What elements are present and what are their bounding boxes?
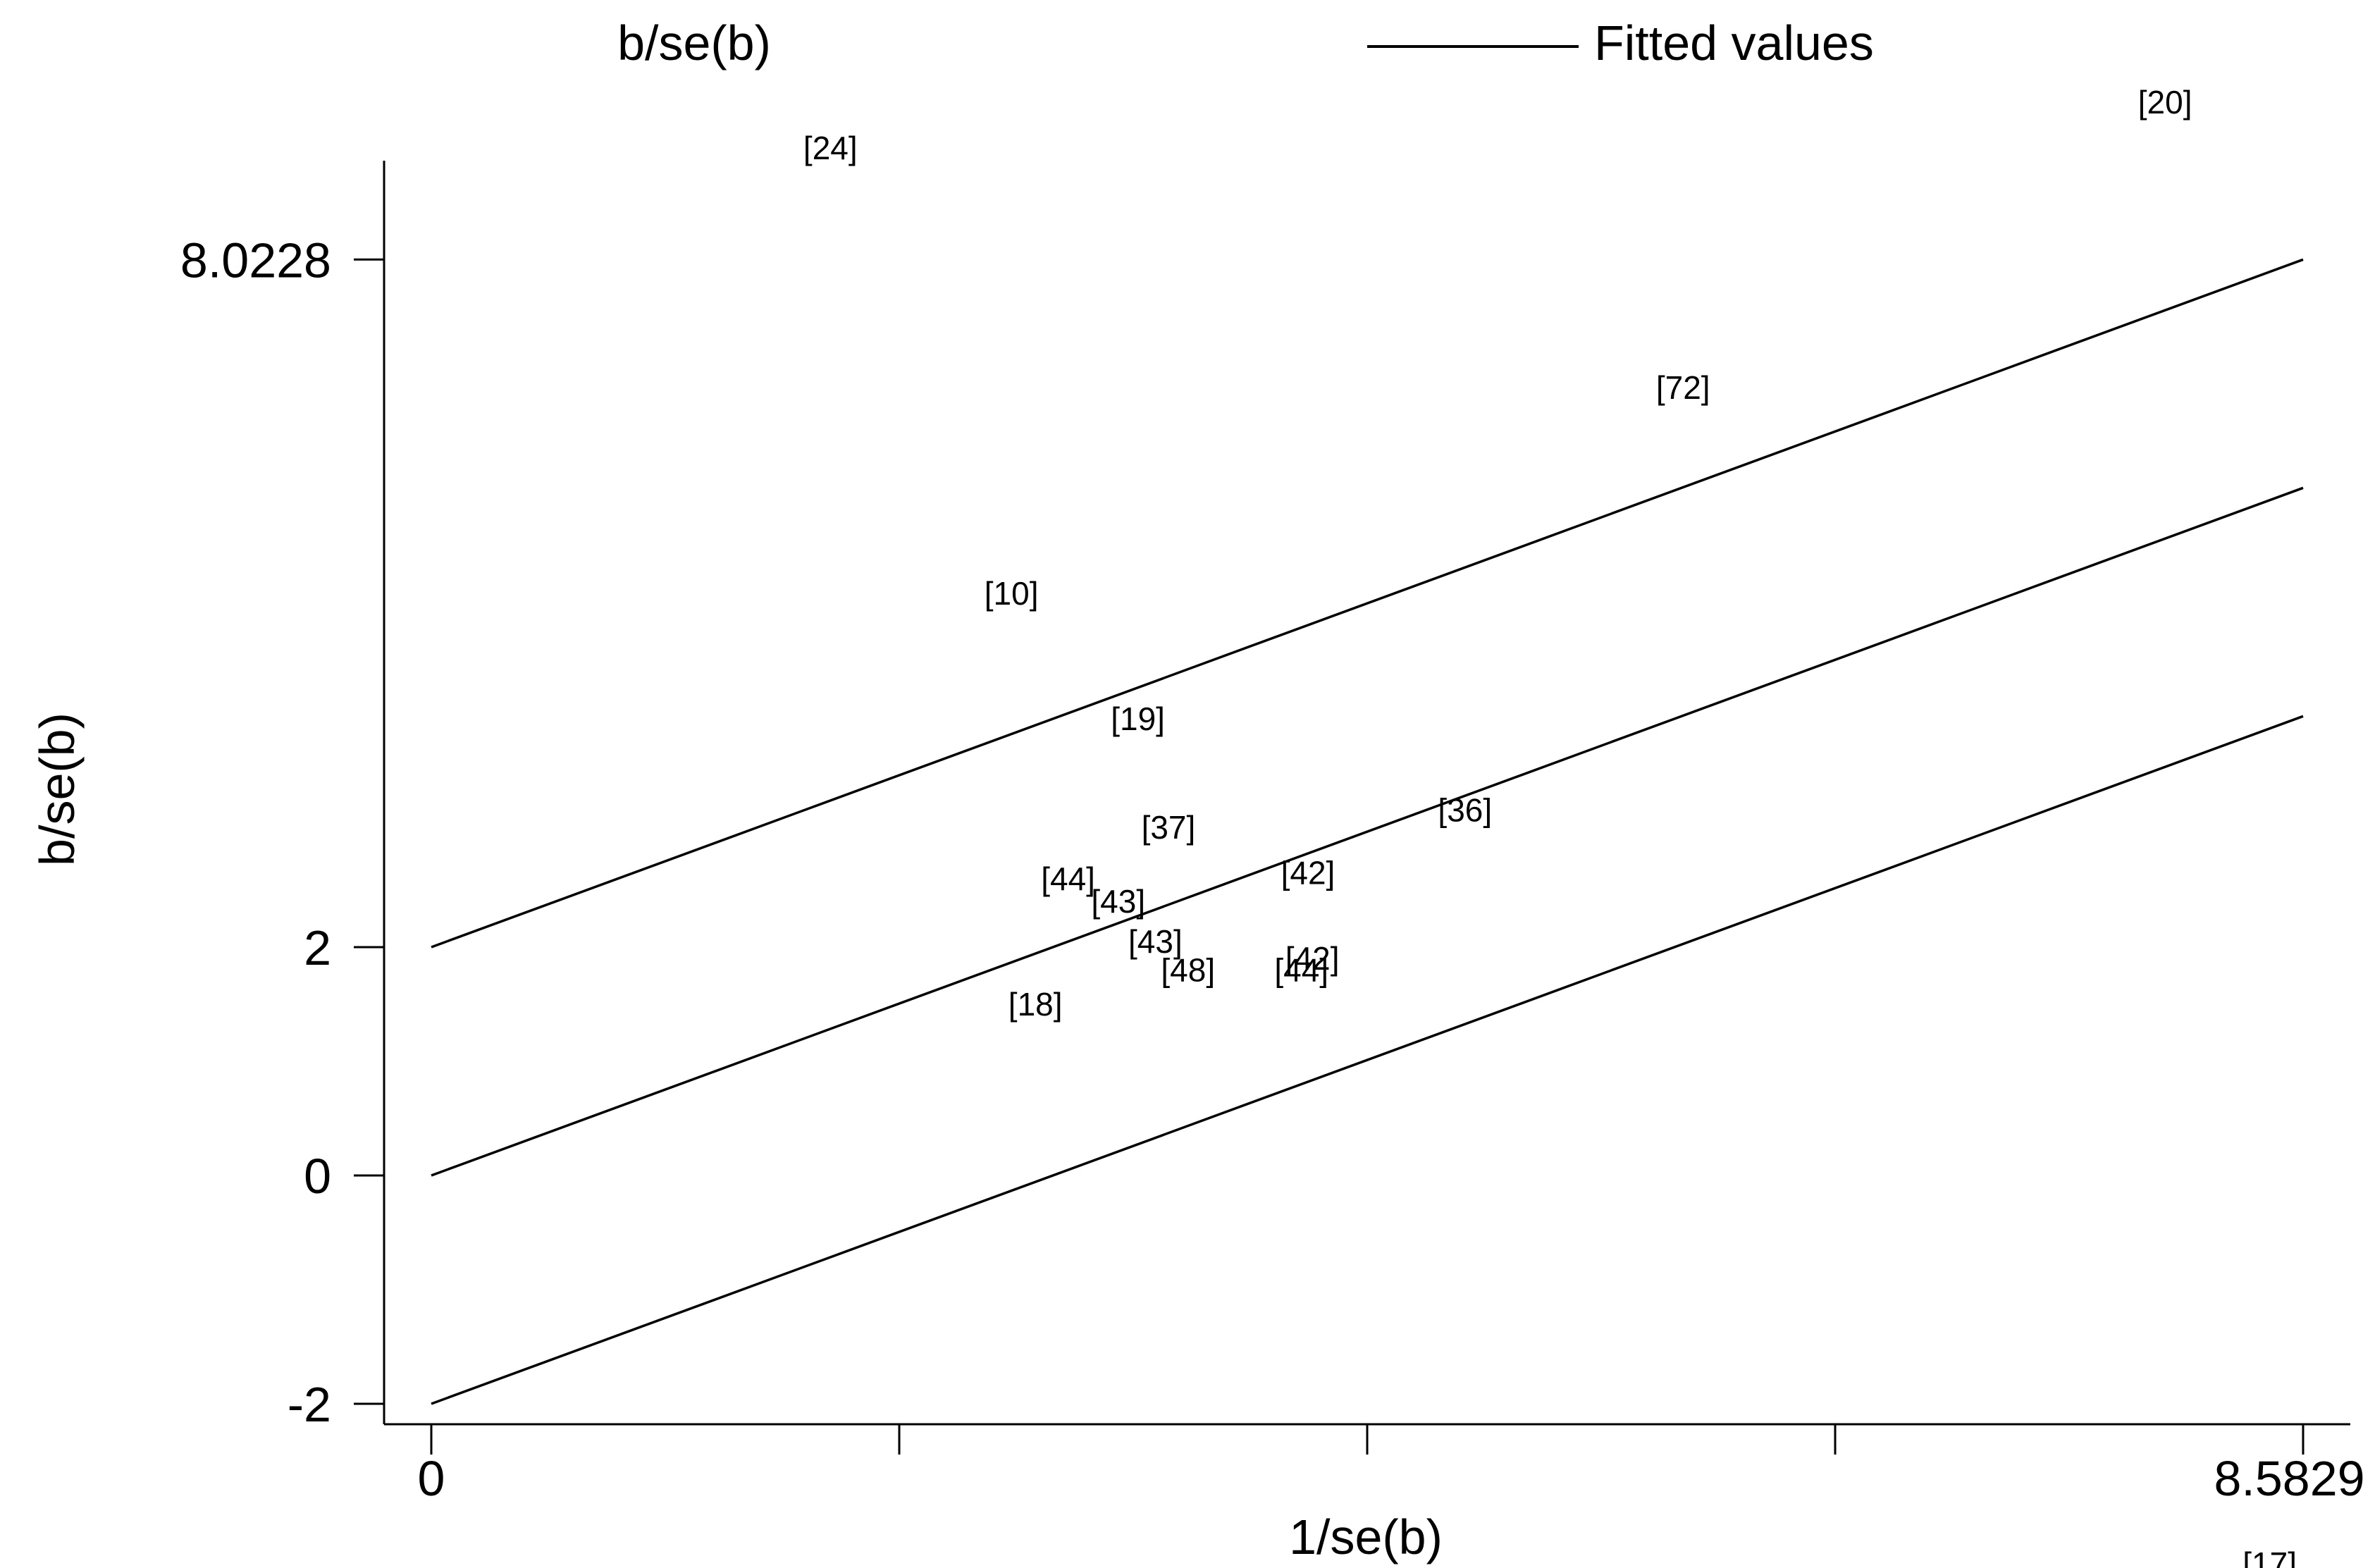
point-label: [43] — [1128, 923, 1183, 960]
point-label: [17] — [2242, 1545, 2297, 1568]
x-axis-title: 1/se(b) — [1289, 1510, 1443, 1564]
fitted-line-upper — [431, 258, 2304, 949]
fitted-line-lower — [431, 715, 2304, 1405]
point-label: [44] — [1041, 860, 1095, 897]
point-label: [19] — [1111, 700, 1165, 737]
y-tick-label: 2 — [304, 920, 331, 975]
y-tick-label: 8.0228 — [180, 233, 331, 288]
point-label: [18] — [1008, 986, 1063, 1023]
point-label: [44] — [1274, 951, 1328, 988]
y-axis-title: b/se(b) — [30, 712, 85, 866]
point-label: [36] — [1438, 792, 1492, 829]
x-tick-label: 8.58299 — [2214, 1451, 2363, 1506]
x-tick-label: 0 — [418, 1451, 445, 1506]
x-ticks: 0 8.58299 — [418, 1424, 2363, 1506]
y-ticks: -2 0 2 8.0228 — [180, 233, 384, 1432]
point-label: [20] — [2138, 84, 2192, 121]
legend: b/se(b) Fitted values — [617, 16, 1874, 70]
point-label: [42] — [1285, 940, 1340, 977]
point-label: [10] — [985, 575, 1039, 612]
y-tick-label: -2 — [288, 1377, 331, 1432]
point-label: [72] — [1656, 369, 1710, 406]
point-label: [43] — [1091, 883, 1145, 920]
point-label: [48] — [1161, 951, 1215, 988]
legend-entry-fitted: Fitted values — [1594, 16, 1874, 70]
scatter-points: [21][24][20][72][10][19][37][36][42][44]… — [803, 84, 2297, 1568]
point-label: [24] — [803, 130, 858, 166]
legend-entry-scatter: b/se(b) — [617, 16, 771, 70]
y-tick-label: 0 — [304, 1149, 331, 1204]
fitted-line-fitted — [431, 486, 2304, 1177]
fitted-lines — [431, 258, 2304, 1405]
point-label: [37] — [1142, 809, 1196, 846]
point-label: [42] — [1281, 855, 1335, 891]
